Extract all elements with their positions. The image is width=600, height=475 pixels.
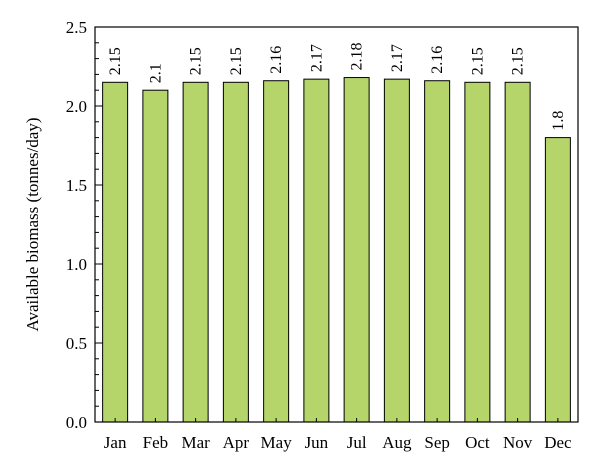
bar-jun (303, 78, 330, 423)
bar-feb (142, 89, 169, 423)
x-tick-label-aug: Aug (382, 433, 412, 452)
data-label-apr: 2.15 (228, 47, 245, 75)
bar-may (263, 80, 290, 423)
x-tick-label-apr: Apr (223, 433, 250, 452)
y-tick-label: 0.0 (66, 413, 87, 432)
y-tick-label: 0.5 (66, 334, 87, 353)
x-tick-label-jul: Jul (347, 433, 367, 452)
x-tick-label-sep: Sep (424, 433, 450, 452)
x-tick-label-jun: Jun (305, 433, 329, 452)
bar-jan (102, 81, 129, 423)
bar-mar (182, 81, 209, 423)
data-label-dec: 1.8 (550, 111, 567, 131)
y-tick-label: 1.0 (66, 255, 87, 274)
data-label-jan: 2.15 (107, 47, 124, 75)
data-label-jun: 2.17 (308, 44, 325, 72)
plot-frame (94, 26, 579, 423)
x-tick-label-feb: Feb (143, 433, 169, 452)
y-tick-label: 2.0 (66, 97, 87, 116)
y-tick-label: 1.5 (66, 176, 87, 195)
data-label-feb: 2.1 (147, 63, 164, 83)
data-label-nov: 2.15 (510, 47, 527, 75)
x-tick-label-dec: Dec (544, 433, 572, 452)
x-tick-label-jan: Jan (104, 433, 127, 452)
data-label-jul: 2.18 (349, 43, 366, 71)
bar-nov (504, 81, 531, 423)
data-label-mar: 2.15 (188, 47, 205, 75)
bar-aug (383, 78, 410, 423)
bar-sep (424, 80, 451, 423)
bar-apr (222, 81, 249, 423)
y-axis-title: Available biomass (tonnes/day) (23, 117, 42, 331)
x-tick-label-may: May (261, 433, 293, 452)
x-tick-label-nov: Nov (503, 433, 533, 452)
data-label-sep: 2.16 (429, 46, 446, 74)
x-tick-label-mar: Mar (181, 433, 210, 452)
x-tick-label-oct: Oct (465, 433, 490, 452)
data-labels: 2.15 2.1 2.15 2.15 2.16 2.17 2.18 2.17 2.16 2.15 2… (107, 43, 567, 131)
bar-oct (464, 81, 491, 423)
bars (102, 77, 571, 423)
data-label-aug: 2.17 (389, 44, 406, 72)
axes: Jan Feb Mar Apr May Jun Jul Aug Sep Oct Nov Dec 0.0 0… (66, 18, 579, 452)
bar-jul (343, 77, 370, 423)
y-tick-label: 2.5 (66, 18, 87, 37)
data-label-oct: 2.15 (469, 47, 486, 75)
data-label-may: 2.16 (268, 46, 285, 74)
bar-dec (544, 137, 571, 423)
